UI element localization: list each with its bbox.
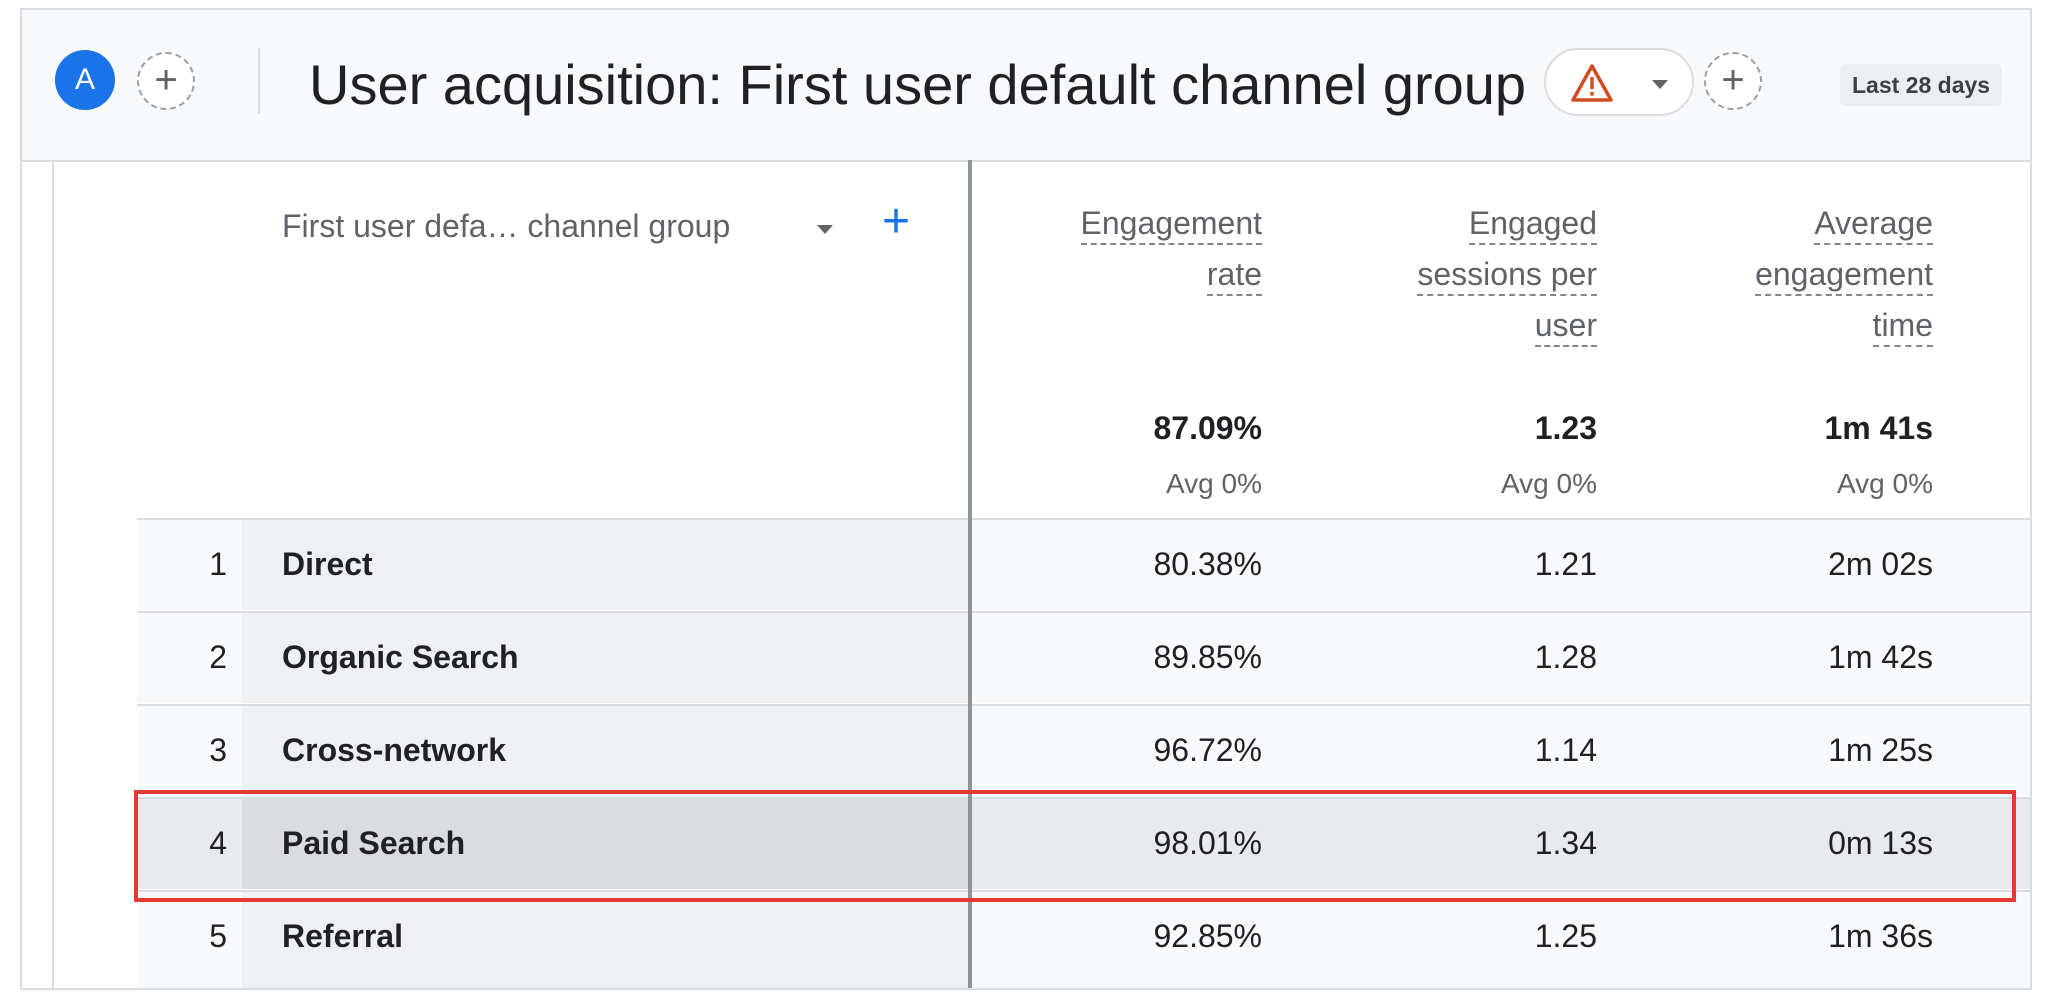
engagement-rate-cell: 80.38% (1153, 546, 1262, 582)
sessions-per-user-cell: 1.14 (1534, 732, 1597, 768)
channel-name: Cross-network (282, 732, 507, 768)
total-engaged-sessions: 1.23 (1534, 410, 1597, 446)
total-avg-engagement-time: 1m 41s (1824, 410, 1933, 446)
metric-header-engagement-rate[interactable]: Engagement rate (932, 198, 1262, 300)
comparison-avatar[interactable]: A (55, 50, 115, 110)
sessions-per-user-cell: 1.25 (1534, 918, 1597, 954)
avg-time-cell: 1m 25s (1828, 732, 1933, 768)
add-filter-button[interactable]: + (1704, 52, 1762, 110)
engagement-rate-cell: 92.85% (1153, 918, 1262, 954)
dimension-cell (242, 799, 968, 889)
plus-icon: + (1721, 58, 1745, 102)
add-dimension-icon[interactable]: + (882, 195, 911, 248)
date-range-chip[interactable]: Last 28 days (1840, 64, 2003, 106)
sessions-per-user-cell: 1.34 (1534, 825, 1597, 861)
row-index: 5 (209, 918, 227, 954)
left-rail-line (52, 160, 54, 988)
frozen-column-divider (968, 160, 972, 988)
dimension-header[interactable]: First user defa… channel group (282, 208, 731, 244)
table-row[interactable]: 2 Organic Search 89.85% 1.28 1m 42s (137, 611, 2030, 703)
channel-name: Organic Search (282, 639, 519, 675)
table-row[interactable]: 5 Referral 92.85% 1.25 1m 36s (137, 890, 2030, 988)
channel-name: Paid Search (282, 825, 466, 861)
table-row[interactable]: 3 Cross-network 96.72% 1.14 1m 25s (137, 704, 2030, 796)
row-index: 3 (209, 732, 227, 768)
warning-triangle-icon (1571, 64, 1613, 102)
avg-avg-engagement-time: Avg 0% (1837, 468, 1933, 499)
total-engagement-rate: 87.09% (1153, 410, 1262, 446)
data-quality-button[interactable] (1544, 48, 1694, 116)
sessions-per-user-cell: 1.21 (1534, 546, 1597, 582)
chevron-down-icon (1652, 80, 1668, 89)
channel-name: Referral (282, 918, 403, 954)
plus-icon: + (154, 58, 178, 102)
add-comparison-button[interactable]: + (137, 52, 195, 110)
avg-time-cell: 1m 42s (1828, 639, 1933, 675)
engagement-rate-cell: 89.85% (1153, 639, 1262, 675)
metric-header-engaged-sessions[interactable]: Engaged sessions per user (1267, 198, 1597, 351)
avg-time-cell: 0m 13s (1828, 825, 1933, 861)
row-index: 1 (209, 546, 227, 582)
avg-time-cell: 1m 36s (1828, 918, 1933, 954)
metric-header-avg-engagement-time[interactable]: Average engagement time (1603, 198, 1933, 351)
report-card: A + User acquisition: First user default… (20, 8, 2032, 990)
engagement-rate-cell: 96.72% (1153, 732, 1262, 768)
avg-engagement-rate: Avg 0% (1166, 468, 1262, 499)
chevron-down-icon[interactable] (817, 225, 833, 234)
page-title: User acquisition: First user default cha… (309, 53, 1527, 116)
table-row[interactable]: 1 Direct 80.38% 1.21 2m 02s (137, 518, 2030, 610)
channel-name: Direct (282, 546, 373, 582)
avg-time-cell: 2m 02s (1828, 546, 1933, 582)
engagement-rate-cell: 98.01% (1153, 825, 1262, 861)
row-index: 4 (209, 825, 227, 861)
dimension-cell (242, 520, 968, 610)
dimension-cell (242, 706, 968, 796)
header-divider (258, 48, 260, 114)
report-header: A + User acquisition: First user default… (22, 10, 2030, 162)
sessions-per-user-cell: 1.28 (1534, 639, 1597, 675)
row-index: 2 (209, 639, 227, 675)
table-row-selected[interactable]: 4 Paid Search 98.01% 1.34 0m 13s (137, 797, 2030, 889)
dimension-cell (242, 613, 968, 703)
dimension-cell (242, 892, 968, 988)
avg-engaged-sessions: Avg 0% (1501, 468, 1597, 499)
